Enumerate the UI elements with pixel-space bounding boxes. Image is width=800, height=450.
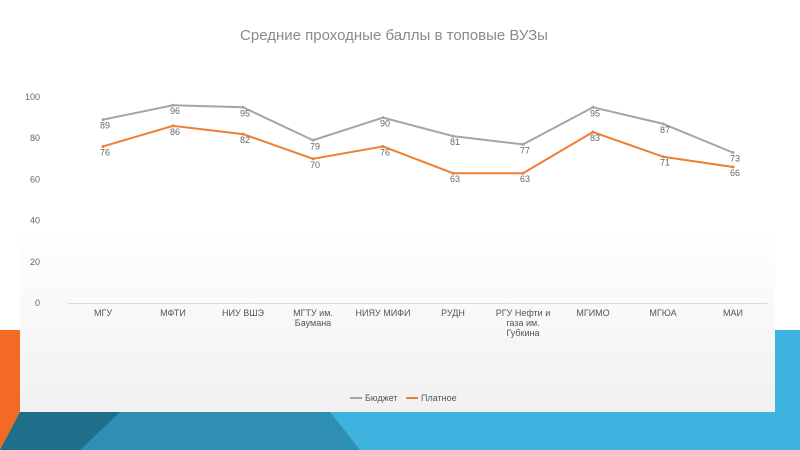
data-point	[591, 105, 595, 109]
y-tick-label: 60	[30, 174, 40, 184]
data-point	[101, 144, 105, 148]
y-axis: 0 20 40 60 80 100	[25, 92, 40, 308]
x-tick-label-line: МФТИ	[160, 308, 186, 318]
data-point	[661, 155, 665, 159]
data-label: 73	[730, 154, 740, 164]
data-label: 66	[730, 168, 740, 178]
data-point	[381, 144, 385, 148]
data-label: 87	[660, 125, 670, 135]
data-label: 63	[450, 174, 460, 184]
chart-card: Средние проходные баллы в топовые ВУЗы 0…	[20, 0, 775, 412]
data-label: 83	[590, 133, 600, 143]
data-point	[241, 105, 245, 109]
data-point	[311, 138, 315, 142]
x-axis: МГУ МФТИ НИУ ВШЭ МГТУ им. Баумана НИЯУ МИФИ РУ…	[68, 303, 768, 338]
data-label: 63	[520, 174, 530, 184]
data-point	[381, 116, 385, 120]
x-tick-label-line: МГУ	[94, 308, 112, 318]
x-tick-label-line: МАИ	[723, 308, 743, 318]
x-tick-label: МГТУ им. Баумана	[293, 308, 333, 328]
x-tick-label-line: РУДН	[441, 308, 465, 318]
legend: Бюджет Платное	[350, 393, 457, 403]
data-point	[241, 132, 245, 136]
data-point	[451, 171, 455, 175]
x-tick-label-line: МГЮА	[649, 308, 676, 318]
series-line-0	[102, 104, 734, 154]
data-label: 70	[310, 160, 320, 170]
data-label: 89	[100, 121, 110, 131]
series-layer: 89 96 95 79 90 81 77 95 87 73 76 86 82 70 76 63 63 83 71 66	[100, 103, 740, 184]
data-label: 95	[590, 108, 600, 118]
series-line-1	[102, 124, 734, 175]
x-tick-label: МГЮА	[649, 308, 676, 318]
x-tick-label-line: газа им.	[506, 318, 539, 328]
x-tick-label-line: МГИМО	[576, 308, 609, 318]
data-point	[171, 103, 175, 107]
data-label: 90	[380, 119, 390, 129]
chart-title: Средние проходные баллы в топовые ВУЗы	[240, 27, 548, 44]
data-point	[731, 165, 735, 169]
data-label: 95	[240, 108, 250, 118]
x-tick-label: МАИ	[723, 308, 743, 318]
x-tick-label: МФТИ	[160, 308, 186, 318]
x-tick-label-line: Губкина	[507, 328, 540, 338]
legend-label: Бюджет	[365, 393, 398, 403]
data-label: 77	[520, 145, 530, 155]
data-point	[521, 171, 525, 175]
x-tick-label: МГУ	[94, 308, 112, 318]
x-tick-label: НИУ ВШЭ	[222, 308, 264, 318]
x-tick-label: МГИМО	[576, 308, 609, 318]
x-tick-label: РГУ Нефти и газа им. Губкина	[496, 308, 550, 338]
x-tick-label: РУДН	[441, 308, 465, 318]
data-point	[591, 130, 595, 134]
data-label: 82	[240, 135, 250, 145]
x-tick-label-line: Баумана	[295, 318, 331, 328]
y-tick-label: 100	[25, 92, 40, 102]
data-point	[521, 142, 525, 146]
data-label: 86	[170, 127, 180, 137]
data-label: 71	[660, 158, 670, 168]
legend-label: Платное	[421, 393, 457, 403]
teal-accent-shape	[300, 330, 800, 450]
teal-band-shape	[80, 412, 360, 450]
data-point	[311, 157, 315, 161]
data-label: 76	[100, 147, 110, 157]
data-point	[731, 151, 735, 155]
data-point	[661, 122, 665, 126]
y-tick-label: 80	[30, 133, 40, 143]
data-label: 96	[170, 106, 180, 116]
y-tick-label: 40	[30, 216, 40, 226]
y-tick-label: 0	[35, 298, 40, 308]
line-chart: Средние проходные баллы в топовые ВУЗы 0…	[25, 27, 768, 403]
data-point	[171, 124, 175, 128]
x-tick-label: НИЯУ МИФИ	[356, 308, 411, 318]
y-tick-label: 20	[30, 257, 40, 267]
x-tick-label-line: РГУ Нефти и	[496, 308, 550, 318]
data-point	[101, 118, 105, 122]
data-label: 81	[450, 137, 460, 147]
x-tick-label-line: МГТУ им.	[293, 308, 333, 318]
data-label: 76	[380, 147, 390, 157]
data-label: 79	[310, 141, 320, 151]
x-tick-label-line: НИУ ВШЭ	[222, 308, 264, 318]
data-point	[451, 134, 455, 138]
x-tick-label-line: НИЯУ МИФИ	[356, 308, 411, 318]
